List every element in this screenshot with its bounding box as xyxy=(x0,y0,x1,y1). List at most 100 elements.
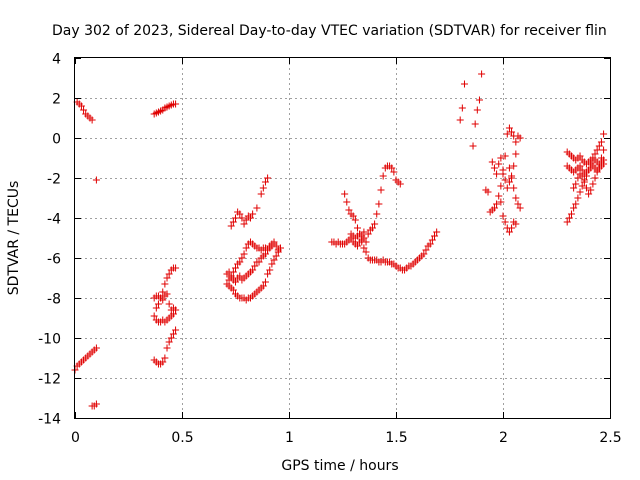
data-point xyxy=(497,182,505,190)
data-point xyxy=(497,154,505,162)
data-point xyxy=(236,258,244,266)
data-point xyxy=(92,344,100,352)
data-point xyxy=(229,218,237,226)
data-point xyxy=(475,96,483,104)
data-point xyxy=(368,224,376,232)
x-tick-label: 0.5 xyxy=(171,430,193,446)
data-point xyxy=(169,310,177,318)
data-point xyxy=(576,162,584,170)
data-point xyxy=(567,210,575,218)
data-point xyxy=(358,236,366,244)
data-point xyxy=(242,244,250,252)
data-point xyxy=(516,134,524,142)
data-point xyxy=(458,104,466,112)
data-point xyxy=(505,164,513,172)
data-point xyxy=(341,190,349,198)
y-tick-label: -4 xyxy=(47,212,61,228)
data-point xyxy=(159,288,167,296)
data-point xyxy=(591,150,599,158)
data-point xyxy=(259,282,267,290)
data-point xyxy=(484,188,492,196)
data-point xyxy=(595,142,603,150)
data-point xyxy=(379,172,387,180)
data-point xyxy=(505,228,513,236)
data-point xyxy=(249,266,257,274)
data-point xyxy=(490,204,498,212)
data-point xyxy=(163,290,171,298)
data-point xyxy=(236,272,244,280)
data-point xyxy=(161,280,169,288)
data-point xyxy=(349,232,357,240)
data-point xyxy=(240,220,248,228)
data-point xyxy=(377,186,385,194)
data-point xyxy=(580,178,588,186)
data-point xyxy=(266,266,274,274)
y-tick-label: -6 xyxy=(47,252,61,268)
y-tick-labels: -14 -12 -10 -8 -6 -4 -2 0 2 4 xyxy=(38,52,61,428)
data-point xyxy=(501,176,509,184)
data-point xyxy=(353,224,361,232)
data-point xyxy=(232,264,239,272)
data-point xyxy=(572,180,580,188)
data-point xyxy=(514,200,522,208)
y-tick-label: 0 xyxy=(52,132,61,148)
data-point xyxy=(585,190,593,198)
data-point xyxy=(582,184,590,192)
data-point xyxy=(593,168,601,176)
data-point xyxy=(600,130,608,138)
data-point xyxy=(274,248,282,256)
data-point xyxy=(508,128,516,136)
data-point xyxy=(595,164,603,172)
x-tick-label: 2.5 xyxy=(599,430,621,446)
data-point xyxy=(229,286,237,294)
data-point xyxy=(165,300,173,308)
data-point xyxy=(473,106,481,114)
x-tick-labels: 0 0.5 1 1.5 2 2.5 xyxy=(71,430,622,446)
chart-title: Day 302 of 2023, Sidereal Day-to-day VTE… xyxy=(52,23,607,39)
y-tick-label: 2 xyxy=(52,92,61,108)
data-point xyxy=(574,194,582,202)
data-point xyxy=(251,262,259,270)
data-point xyxy=(499,212,507,220)
data-point xyxy=(272,252,280,260)
data-point xyxy=(499,166,507,174)
data-point xyxy=(249,210,257,218)
data-point xyxy=(501,218,509,226)
data-point xyxy=(270,238,278,246)
data-point xyxy=(270,256,278,264)
data-point xyxy=(576,188,584,196)
data-point xyxy=(349,212,357,220)
data-point xyxy=(510,162,518,170)
data-point xyxy=(593,146,601,154)
data-point xyxy=(493,200,501,208)
data-point xyxy=(495,192,503,200)
data-point xyxy=(163,274,171,282)
data-point xyxy=(510,184,518,192)
data-point xyxy=(512,150,520,158)
data-point xyxy=(597,154,605,162)
data-point xyxy=(503,130,511,138)
data-point xyxy=(570,184,578,192)
data-point xyxy=(240,250,248,258)
data-point xyxy=(591,174,599,182)
data-point xyxy=(264,270,272,278)
axis-ticks xyxy=(75,58,611,419)
y-tick-label: 4 xyxy=(52,52,61,68)
data-point xyxy=(356,230,364,238)
data-point xyxy=(360,228,368,236)
data-point xyxy=(172,306,180,314)
data-point xyxy=(420,250,428,258)
data-point xyxy=(159,358,167,366)
data-point xyxy=(172,100,180,108)
data-point xyxy=(259,184,267,192)
data-point xyxy=(426,240,434,248)
data-point xyxy=(92,176,100,184)
data-point xyxy=(371,220,379,228)
data-point xyxy=(343,198,351,206)
data-point xyxy=(242,216,250,224)
data-point xyxy=(161,354,169,362)
data-point xyxy=(505,178,513,186)
data-point xyxy=(152,304,160,312)
data-point xyxy=(169,330,177,338)
